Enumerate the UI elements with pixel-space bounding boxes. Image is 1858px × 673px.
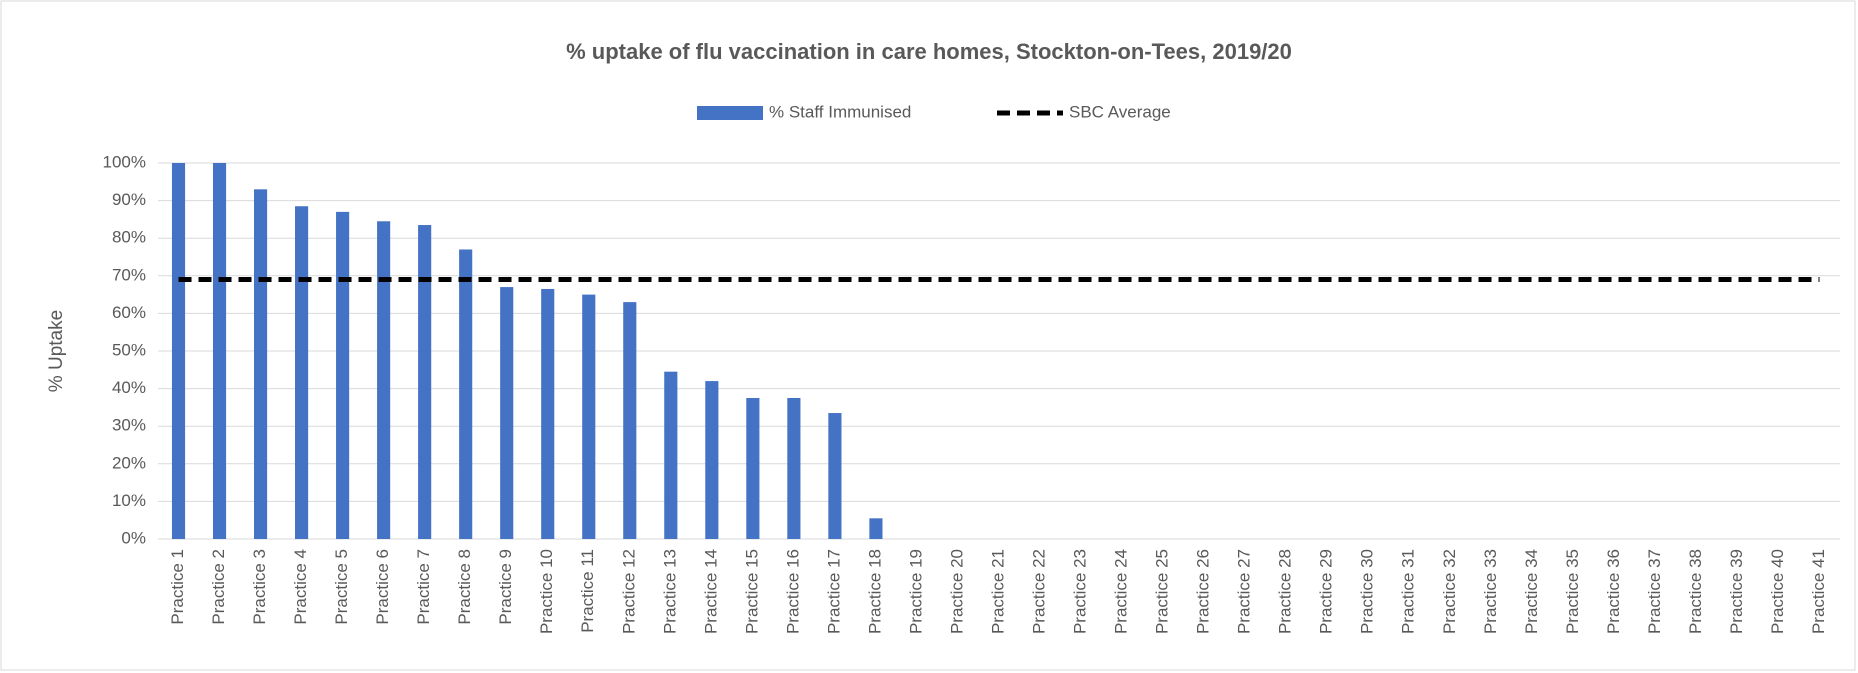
x-tick-label: Practice 34 [1522, 549, 1541, 634]
x-tick-label: Practice 3 [250, 549, 269, 625]
bar [212, 163, 227, 539]
x-tick-label: Practice 40 [1768, 549, 1787, 634]
y-tick-label: 80% [112, 228, 146, 247]
y-tick-label: 20% [112, 453, 146, 472]
legend-label: SBC Average [1069, 102, 1171, 121]
bar [664, 371, 678, 539]
x-tick-label: Practice 2 [209, 549, 228, 625]
bar [787, 398, 801, 539]
x-tick-label: Practice 28 [1276, 549, 1295, 634]
x-tick-label: Practice 23 [1071, 549, 1090, 634]
x-tick-label: Practice 19 [906, 549, 925, 634]
x-tick-label: Practice 14 [701, 549, 720, 634]
legend-swatch [697, 106, 763, 120]
x-tick-label: Practice 36 [1604, 549, 1623, 634]
bar [541, 288, 555, 539]
bar [377, 221, 391, 539]
bar [500, 287, 514, 539]
bar [418, 225, 432, 540]
x-tick-label: Practice 18 [865, 549, 884, 634]
x-tick-label: Practice 21 [988, 549, 1007, 634]
y-tick-label: 0% [121, 528, 146, 547]
bar [459, 249, 473, 540]
x-tick-label: Practice 33 [1481, 549, 1500, 634]
x-tick-label: Practice 39 [1727, 549, 1746, 634]
x-tick-label: Practice 7 [414, 549, 433, 625]
bar [746, 398, 760, 539]
x-tick-label: Practice 15 [742, 549, 761, 634]
x-tick-label: Practice 25 [1153, 549, 1172, 634]
y-tick-label: 90% [112, 190, 146, 209]
x-tick-label: Practice 5 [332, 549, 351, 625]
x-tick-label: Practice 38 [1686, 549, 1705, 634]
x-tick-label: Practice 22 [1030, 549, 1049, 634]
x-tick-label: Practice 6 [373, 549, 392, 625]
x-tick-label: Practice 12 [619, 549, 638, 634]
y-tick-label: 70% [112, 265, 146, 284]
x-tick-label: Practice 35 [1563, 549, 1582, 634]
x-tick-label: Practice 1 [168, 549, 187, 625]
y-tick-label: 30% [112, 416, 146, 435]
x-tick-label: Practice 10 [537, 549, 556, 634]
x-tick-label: Practice 8 [455, 549, 474, 625]
y-tick-label: 100% [103, 152, 146, 171]
x-tick-label: Practice 37 [1645, 549, 1664, 634]
x-tick-label: Practice 32 [1440, 549, 1459, 634]
legend-label: % Staff Immunised [769, 102, 911, 121]
bar [623, 302, 637, 539]
x-tick-label: Practice 9 [496, 549, 515, 625]
x-tick-label: Practice 26 [1194, 549, 1213, 634]
x-tick-label: Practice 24 [1112, 549, 1131, 634]
x-tick-label: Practice 17 [824, 549, 843, 634]
bar [171, 163, 186, 539]
bar [336, 211, 350, 539]
y-tick-label: 40% [112, 378, 146, 397]
chart-title: % uptake of flu vaccination in care home… [566, 39, 1292, 64]
bar [705, 381, 719, 539]
x-tick-label: Practice 30 [1358, 549, 1377, 634]
y-axis-label: % Uptake [46, 310, 67, 392]
y-tick-label: 60% [112, 303, 146, 322]
x-tick-label: Practice 20 [947, 549, 966, 634]
bar [295, 206, 309, 540]
x-tick-label: Practice 31 [1399, 549, 1418, 634]
x-tick-label: Practice 41 [1809, 549, 1828, 634]
bar [869, 518, 883, 539]
x-tick-label: Practice 29 [1317, 549, 1336, 634]
x-tick-label: Practice 4 [291, 549, 310, 625]
x-tick-label: Practice 16 [783, 549, 802, 634]
x-tick-label: Practice 13 [660, 549, 679, 634]
bar [828, 413, 842, 539]
x-tick-label: Practice 27 [1235, 549, 1254, 634]
x-tick-label: Practice 11 [578, 549, 597, 633]
bar [253, 189, 268, 539]
bar [582, 294, 596, 539]
y-tick-label: 50% [112, 340, 146, 359]
y-tick-label: 10% [112, 491, 146, 510]
